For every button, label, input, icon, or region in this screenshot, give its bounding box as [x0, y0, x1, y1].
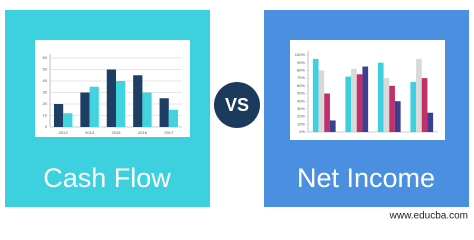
y-tick-label: 60 — [43, 55, 48, 60]
bar — [421, 78, 428, 132]
bar — [324, 93, 330, 132]
y-tick-label: 50 — [43, 67, 48, 72]
panel-title: Net Income — [297, 163, 435, 193]
bar — [159, 98, 169, 127]
x-tick-label: 2017 — [164, 130, 174, 135]
y-tick-label: 30% — [297, 106, 305, 111]
y-tick-label: 100% — [295, 52, 306, 57]
vs-badge — [214, 82, 260, 128]
panel-title: Cash Flow — [43, 163, 171, 193]
bar — [394, 101, 401, 132]
y-tick-label: 70% — [297, 75, 305, 80]
bar — [106, 69, 116, 127]
y-tick-label: 60% — [297, 83, 305, 88]
bar — [383, 78, 390, 132]
bar — [318, 70, 325, 132]
bar — [377, 62, 384, 133]
x-tick-label: 2015 — [112, 130, 122, 135]
y-tick-label: 40 — [43, 78, 48, 83]
x-tick-label: 2014 — [85, 130, 95, 135]
bar — [142, 92, 152, 127]
y-tick-label: 90% — [297, 60, 305, 65]
bar — [427, 112, 434, 132]
bar — [356, 74, 363, 132]
y-tick-label: 30 — [43, 90, 48, 95]
bar — [63, 113, 73, 127]
bar — [116, 81, 126, 127]
y-tick-label: 10% — [297, 121, 305, 126]
y-tick-label: 10 — [43, 113, 48, 118]
bar — [389, 85, 395, 132]
y-tick-label: 50% — [297, 91, 305, 96]
bar — [410, 81, 417, 132]
bar — [416, 58, 422, 132]
bar — [351, 68, 357, 132]
bar — [133, 75, 143, 127]
bar — [329, 120, 336, 132]
bar — [168, 109, 179, 127]
y-tick-label: 0% — [299, 129, 305, 134]
vs-text: VS — [225, 95, 249, 115]
graphic: Cash Flow Net Income VS www.educba.com 0… — [5, 10, 469, 222]
bar — [89, 86, 99, 127]
bar — [80, 92, 90, 127]
y-tick-label: 20% — [297, 114, 305, 119]
y-tick-label: 80% — [297, 67, 305, 72]
footer: www.educba.com — [389, 211, 468, 222]
x-tick-label: 2016 — [138, 130, 148, 135]
bar — [312, 58, 319, 132]
y-tick-label: 40% — [297, 98, 305, 103]
bar — [345, 76, 352, 132]
y-tick-label: 0 — [45, 124, 48, 129]
x-tick-label: 2013 — [59, 130, 69, 135]
bar — [362, 66, 369, 132]
y-tick-label: 20 — [43, 101, 48, 106]
bar — [53, 104, 64, 127]
